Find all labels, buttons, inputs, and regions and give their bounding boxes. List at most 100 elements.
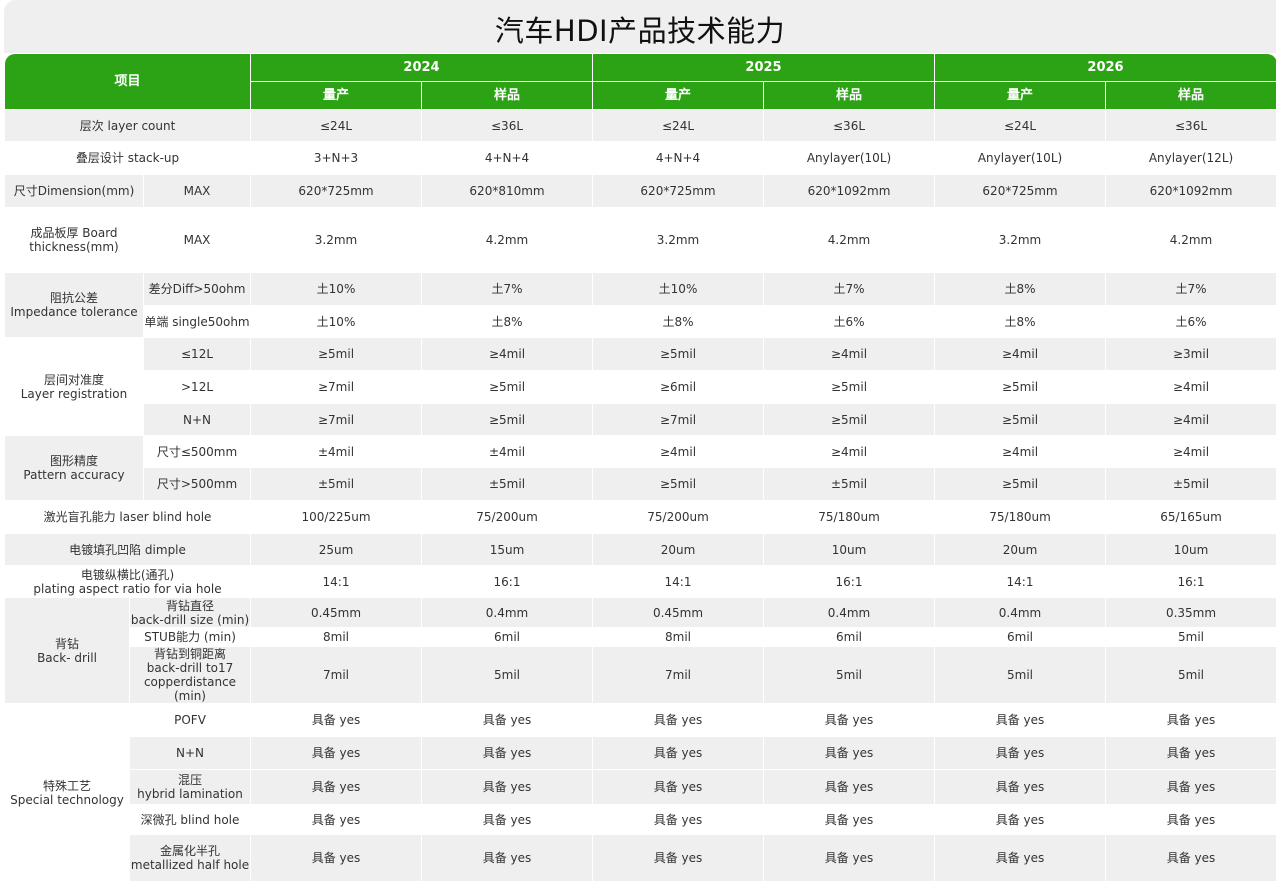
value-cell: 具备 yes [763, 804, 936, 835]
table-row: 成品板厚 Board thickness(mm) MAX 3.2mm 4.2mm 3.2… [4, 207, 1278, 273]
table-row: 背钻到铜距离 back-drill to17 copperdistance (m… [5, 646, 1278, 704]
value-cell: 10um [763, 533, 936, 566]
value-cell: ≥5mil [934, 403, 1107, 436]
table-row: 层次 layer count ≤24L ≤36L ≤24L ≤36L ≤24L ≤36L [3, 109, 1278, 142]
value-cell: 0.45mm [250, 597, 423, 628]
value-cell: ≥3mil [1105, 337, 1278, 371]
row-label: 叠层设计 stack-up [3, 141, 252, 175]
header-year: 2024 [250, 53, 594, 82]
value-cell: 土6% [763, 305, 936, 338]
page-title: 汽车HDI产品技术能力 [494, 14, 786, 48]
sub-label: ≤12L [142, 337, 252, 371]
value-cell: 25um [250, 533, 423, 566]
table-row: 金属化半孔 metallized half hole 具备 yes 具备 yes 具备… [5, 834, 1278, 882]
value-cell: ±5mil [421, 467, 594, 501]
value-cell: ≥6mil [592, 370, 765, 404]
table-row: 激光盲孔能力 laser blind hole 100/225um 75/200um… [3, 500, 1278, 534]
table-row: 叠层设计 stack-up 3+N+3 4+N+4 4+N+4 Anylayer(10L… [3, 141, 1278, 175]
value-cell: 4.2mm [763, 207, 936, 273]
value-cell: ≥4mil [763, 435, 936, 468]
value-cell: 8mil [592, 627, 765, 647]
table-row: 混压 hybrid lamination 具备 yes 具备 yes 具备 yes 具备… [5, 769, 1278, 805]
value-cell: ≥5mil [763, 370, 936, 404]
value-cell: 具备 yes [934, 769, 1107, 805]
value-cell: 土10% [250, 272, 423, 306]
sub-label: N+N [128, 736, 252, 770]
value-cell: 土10% [592, 272, 765, 306]
value-cell: 75/200um [592, 500, 765, 534]
sub-label: MAX [142, 207, 252, 273]
sub-label: POFV [128, 703, 252, 737]
row-label: 电镀纵横比(通孔) plating aspect ratio for via h… [3, 565, 252, 598]
sub-label: 金属化半孔 metallized half hole [128, 834, 252, 882]
value-cell: 土7% [421, 272, 594, 306]
value-cell: 100/225um [250, 500, 423, 534]
value-cell: 4.2mm [421, 207, 594, 273]
value-cell: ±4mil [421, 435, 594, 468]
value-cell: 16:1 [421, 565, 594, 598]
value-cell: 620*1092mm [763, 174, 936, 208]
value-cell: ≥5mil [763, 403, 936, 436]
value-cell: 具备 yes [934, 736, 1107, 770]
header-year: 2025 [592, 53, 936, 82]
table-row: 背钻 Back- drill 背钻直径 back-drill size (min)… [4, 597, 1278, 704]
value-cell: 土8% [592, 305, 765, 338]
value-cell: 6mil [763, 627, 936, 647]
value-cell: 具备 yes [250, 703, 423, 737]
table-row: 深微孔 blind hole 具备 yes 具备 yes 具备 yes 具备 yes 具备… [5, 804, 1278, 835]
value-cell: Anylayer(10L) [934, 141, 1107, 175]
value-cell: 具备 yes [1105, 736, 1278, 770]
value-cell: 具备 yes [763, 703, 936, 737]
table-row: 电镀填孔凹陷 dimple 25um 15um 20um 10um 20um 10um [3, 533, 1278, 566]
value-cell: 3+N+3 [250, 141, 423, 175]
sub-label: N+N [142, 403, 252, 436]
value-cell: 具备 yes [250, 834, 423, 882]
value-cell: 具备 yes [763, 769, 936, 805]
value-cell: 土7% [1105, 272, 1278, 306]
value-cell: 15um [421, 533, 594, 566]
value-cell: 65/165um [1105, 500, 1278, 534]
table-row: 单端 single50ohm 土10% 土8% 土8% 土6% 土8% 土6% [5, 305, 1278, 338]
value-cell: 4.2mm [1105, 207, 1278, 273]
table-row: 特殊工艺 Special technology POFV 具备 yes 具备 yes 具… [4, 703, 1278, 882]
table-row: STUB能力 (min) 8mil 6mil 8mil 6mil 6mil 5mil [5, 627, 1278, 647]
value-cell: 4+N+4 [592, 141, 765, 175]
value-cell: 620*725mm [250, 174, 423, 208]
sub-label: STUB能力 (min) [128, 627, 252, 647]
value-cell: 7mil [250, 646, 423, 704]
value-cell: 具备 yes [421, 769, 594, 805]
value-cell: ≥4mil [421, 337, 594, 371]
table-body: 层次 layer count ≤24L ≤36L ≤24L ≤36L ≤24L ≤36L 叠层… [3, 109, 1278, 882]
value-cell: 具备 yes [763, 834, 936, 882]
sub-label: 单端 single50ohm [142, 305, 252, 338]
value-cell: 0.4mm [763, 597, 936, 628]
group-label: 图形精度 Pattern accuracy [4, 435, 144, 501]
value-cell: 6mil [934, 627, 1107, 647]
value-cell: 具备 yes [1105, 804, 1278, 835]
value-cell: Anylayer(12L) [1105, 141, 1278, 175]
group-label: 尺寸Dimension(mm) [4, 174, 144, 208]
header-sub: 样品 [421, 81, 594, 110]
value-cell: ≥7mil [250, 370, 423, 404]
value-cell: ≥4mil [1105, 403, 1278, 436]
value-cell: ≥5mil [592, 337, 765, 371]
value-cell: ≥5mil [421, 403, 594, 436]
value-cell: 具备 yes [421, 736, 594, 770]
sub-label: 差分Diff>50ohm [142, 272, 252, 306]
group-label: 成品板厚 Board thickness(mm) [4, 207, 144, 273]
value-cell: 0.4mm [421, 597, 594, 628]
value-cell: 3.2mm [592, 207, 765, 273]
table-row: 图形精度 Pattern accuracy 尺寸≤500mm ±4mil ±4mil ≥… [4, 435, 1278, 501]
value-cell: 4+N+4 [421, 141, 594, 175]
value-cell: 具备 yes [592, 703, 765, 737]
value-cell: 土8% [934, 305, 1107, 338]
value-cell: ≥5mil [934, 467, 1107, 501]
value-cell: ±5mil [1105, 467, 1278, 501]
value-cell: 土6% [1105, 305, 1278, 338]
value-cell: 具备 yes [250, 736, 423, 770]
value-cell: 土8% [934, 272, 1107, 306]
value-cell: 具备 yes [934, 834, 1107, 882]
header-sub: 量产 [934, 81, 1107, 110]
sub-label: MAX [142, 174, 252, 208]
sub-label: 背钻到铜距离 back-drill to17 copperdistance (m… [128, 646, 252, 704]
